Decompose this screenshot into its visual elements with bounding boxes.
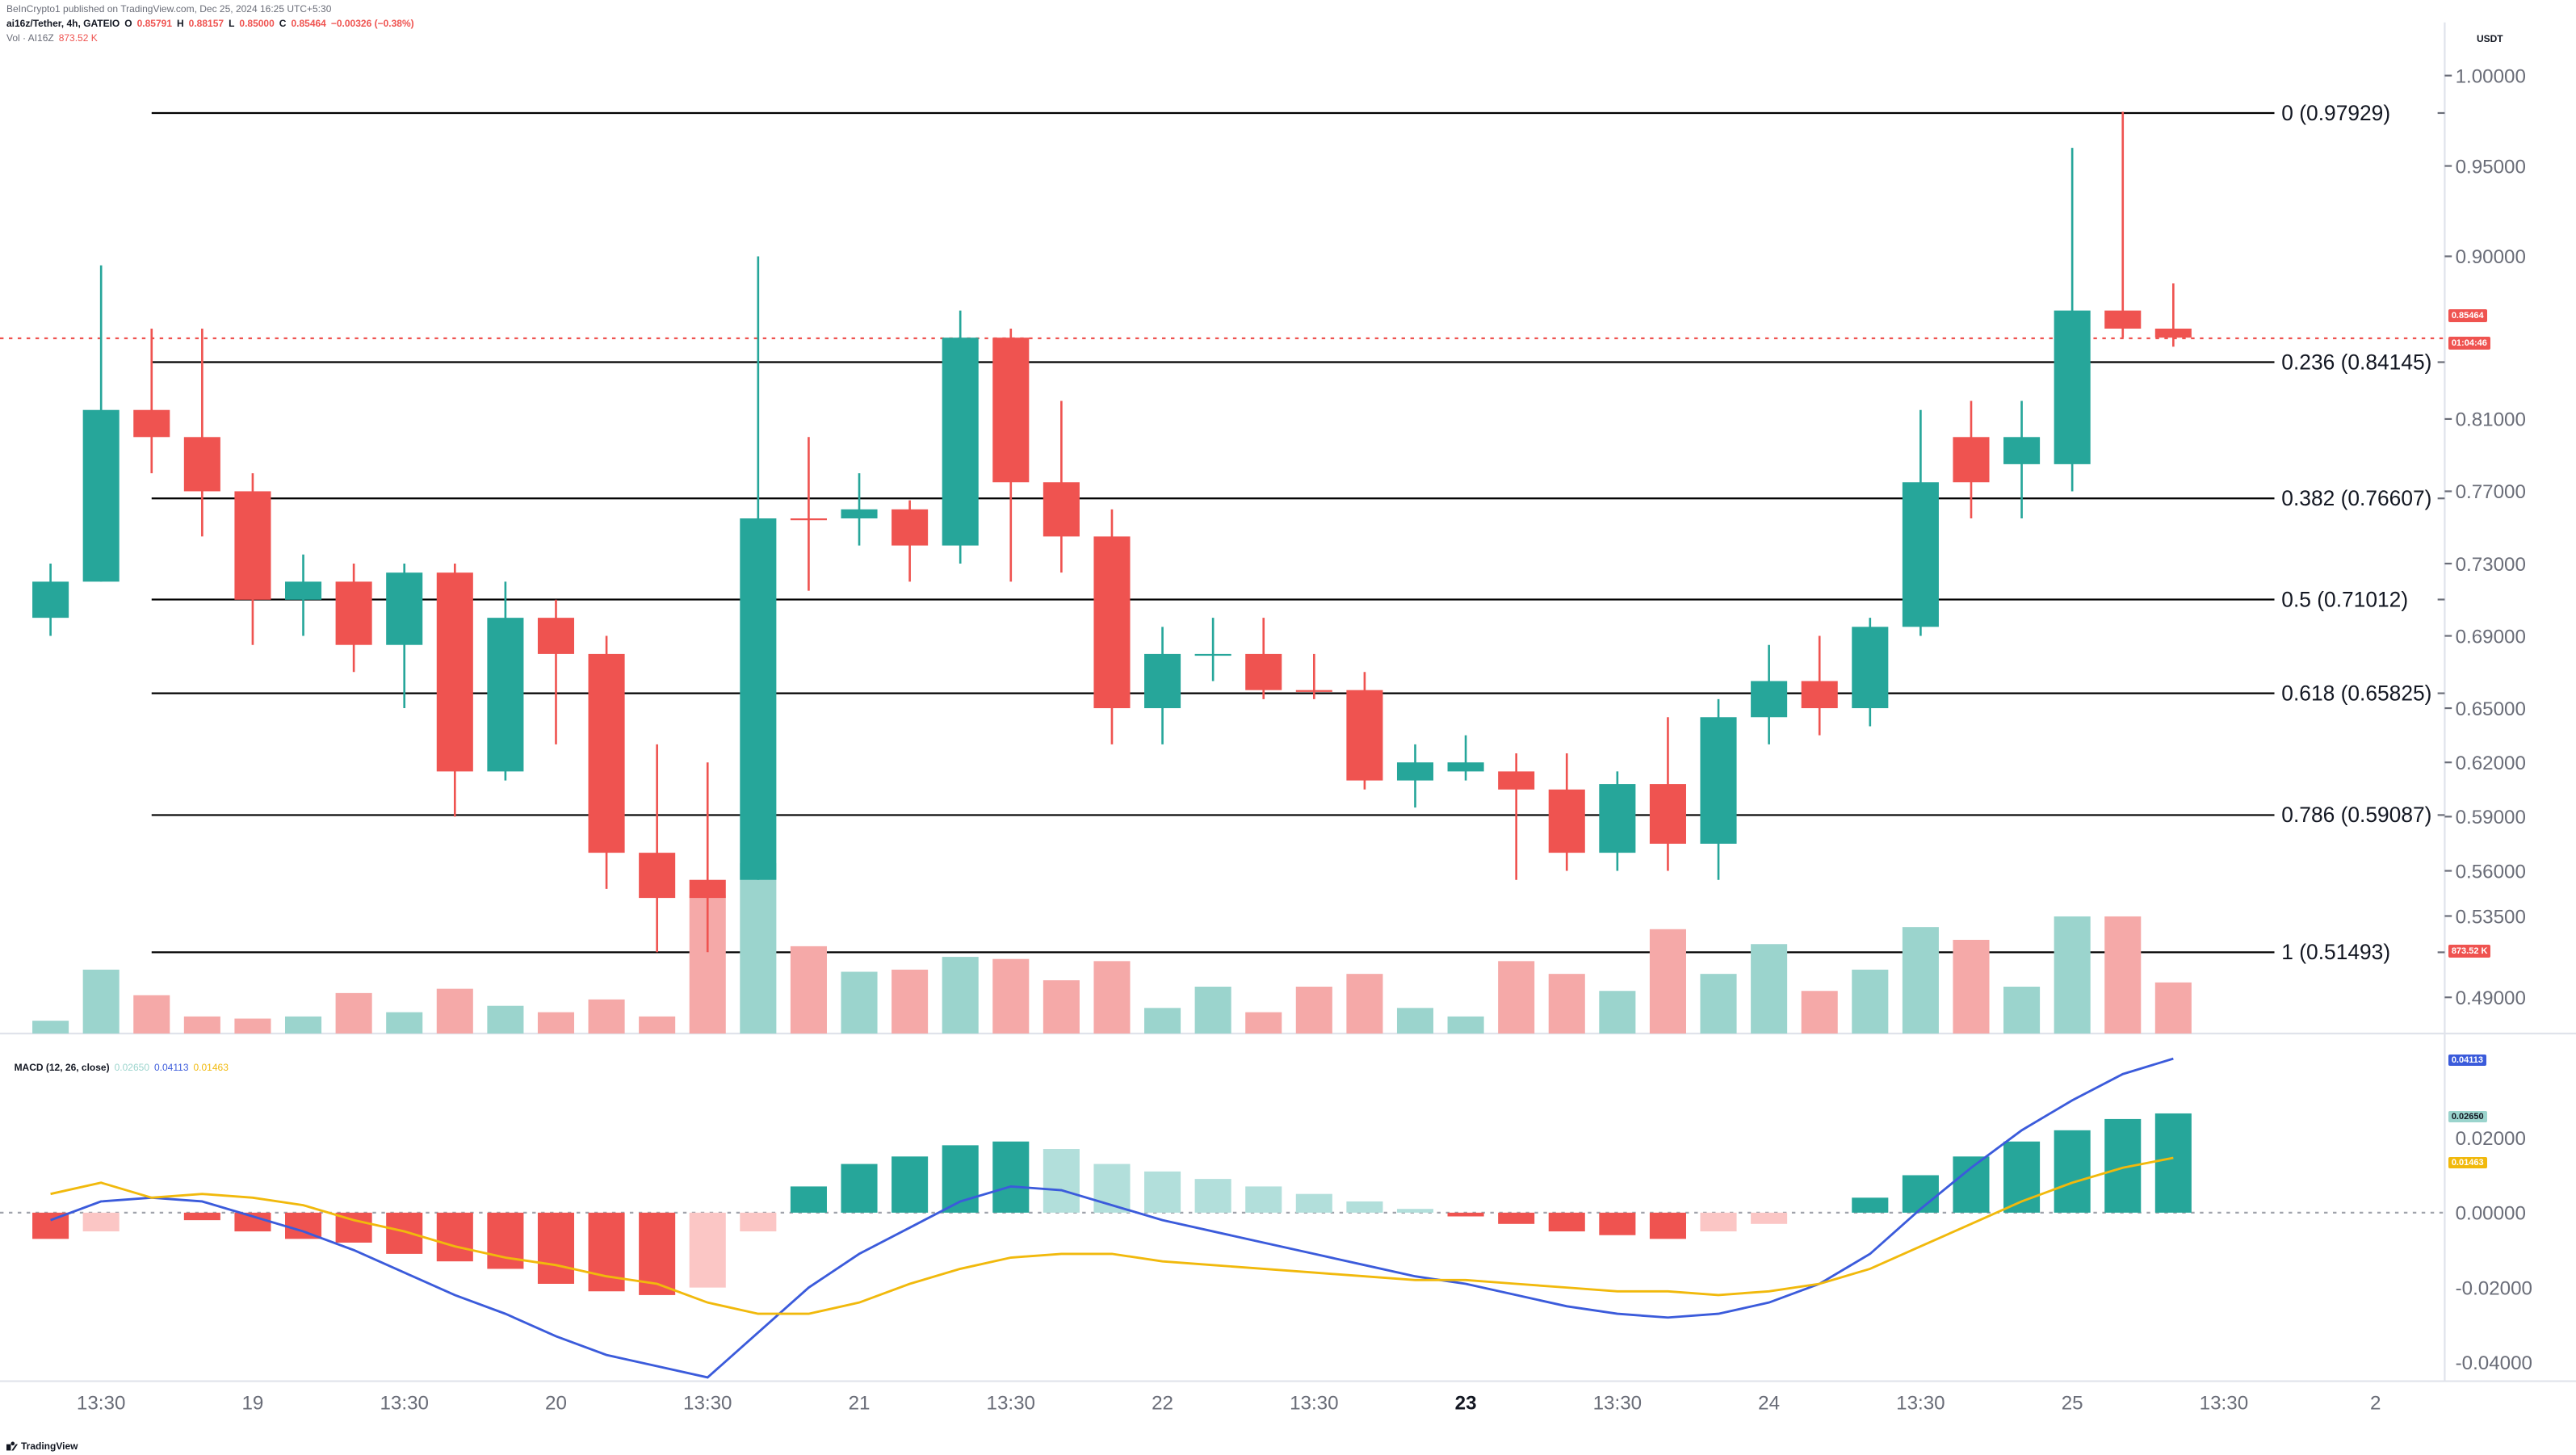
svg-text:13:30: 13:30 xyxy=(1593,1393,1642,1415)
svg-text:13:30: 13:30 xyxy=(77,1393,125,1415)
svg-text:13:30: 13:30 xyxy=(683,1393,732,1415)
svg-text:0 (0.97929): 0 (0.97929) xyxy=(2281,101,2390,125)
svg-text:13:30: 13:30 xyxy=(1896,1393,1945,1415)
tradingview-text: TradingView xyxy=(21,1440,78,1452)
tradingview-logo: TradingView xyxy=(6,1440,78,1452)
svg-text:23: 23 xyxy=(1455,1393,1477,1415)
close-price: 0.85464 xyxy=(2452,311,2484,321)
svg-text:0.81000: 0.81000 xyxy=(2456,409,2526,431)
svg-text:21: 21 xyxy=(849,1393,871,1415)
macd-line-val: 0.04113 xyxy=(154,1062,189,1073)
svg-text:1 (0.51493): 1 (0.51493) xyxy=(2281,940,2390,964)
svg-text:13:30: 13:30 xyxy=(1290,1393,1338,1415)
svg-text:0.90000: 0.90000 xyxy=(2456,246,2526,268)
macd-title: MACD (12, 26, close) xyxy=(15,1062,110,1073)
svg-text:0.62000: 0.62000 xyxy=(2456,753,2526,774)
svg-text:0.73000: 0.73000 xyxy=(2456,554,2526,576)
svg-text:0.49000: 0.49000 xyxy=(2456,987,2526,1009)
macd-signal-badge: 0.01463 xyxy=(2448,1157,2487,1168)
svg-text:0.77000: 0.77000 xyxy=(2456,481,2526,503)
bar-countdown: 01:04:46 xyxy=(2452,338,2487,348)
svg-text:22: 22 xyxy=(1152,1393,1173,1415)
volume-axis-value: 873.52 K xyxy=(2452,946,2488,956)
svg-text:13:30: 13:30 xyxy=(380,1393,428,1415)
close-price-badge: 0.85464 xyxy=(2448,309,2487,322)
svg-text:25: 25 xyxy=(2062,1393,2083,1415)
svg-text:-0.02000: -0.02000 xyxy=(2456,1277,2532,1299)
volume-axis-badge: 873.52 K xyxy=(2448,945,2491,958)
svg-text:0.618 (0.65825): 0.618 (0.65825) xyxy=(2281,681,2431,705)
svg-text:0.59000: 0.59000 xyxy=(2456,807,2526,828)
macd-hist-badge: 0.02650 xyxy=(2448,1111,2487,1122)
svg-text:0.382 (0.76607): 0.382 (0.76607) xyxy=(2281,486,2431,510)
svg-text:0.65000: 0.65000 xyxy=(2456,698,2526,720)
svg-text:0.786 (0.59087): 0.786 (0.59087) xyxy=(2281,803,2431,827)
bar-countdown-badge: 01:04:46 xyxy=(2448,337,2490,350)
tradingview-icon xyxy=(6,1440,18,1452)
macd-hist-val: 0.02650 xyxy=(115,1062,149,1073)
svg-text:0.5 (0.71012): 0.5 (0.71012) xyxy=(2281,587,2408,611)
svg-text:2: 2 xyxy=(2370,1393,2381,1415)
svg-text:1.00000: 1.00000 xyxy=(2456,65,2526,87)
macd-line-badge: 0.04113 xyxy=(2448,1055,2486,1066)
svg-text:19: 19 xyxy=(242,1393,264,1415)
macd-title-row: MACD (12, 26, close) 0.02650 0.04113 0.0… xyxy=(15,1062,229,1073)
svg-text:0.02000: 0.02000 xyxy=(2456,1128,2526,1150)
svg-text:0.236 (0.84145): 0.236 (0.84145) xyxy=(2281,350,2431,374)
currency-label: USDT xyxy=(2477,33,2503,44)
svg-text:0.69000: 0.69000 xyxy=(2456,626,2526,648)
macd-signal-val: 0.01463 xyxy=(194,1062,229,1073)
svg-text:0.00000: 0.00000 xyxy=(2456,1203,2526,1225)
svg-text:20: 20 xyxy=(545,1393,567,1415)
svg-text:0.53500: 0.53500 xyxy=(2456,906,2526,928)
svg-text:-0.04000: -0.04000 xyxy=(2456,1352,2532,1374)
svg-text:0.56000: 0.56000 xyxy=(2456,861,2526,883)
svg-text:13:30: 13:30 xyxy=(2200,1393,2248,1415)
svg-text:13:30: 13:30 xyxy=(987,1393,1035,1415)
chart-canvas: 0.49000 0.53500 0.56000 0.59000 0.62000 0.650… xyxy=(0,0,2576,1455)
svg-text:24: 24 xyxy=(1758,1393,1780,1415)
svg-text:0.95000: 0.95000 xyxy=(2456,156,2526,178)
